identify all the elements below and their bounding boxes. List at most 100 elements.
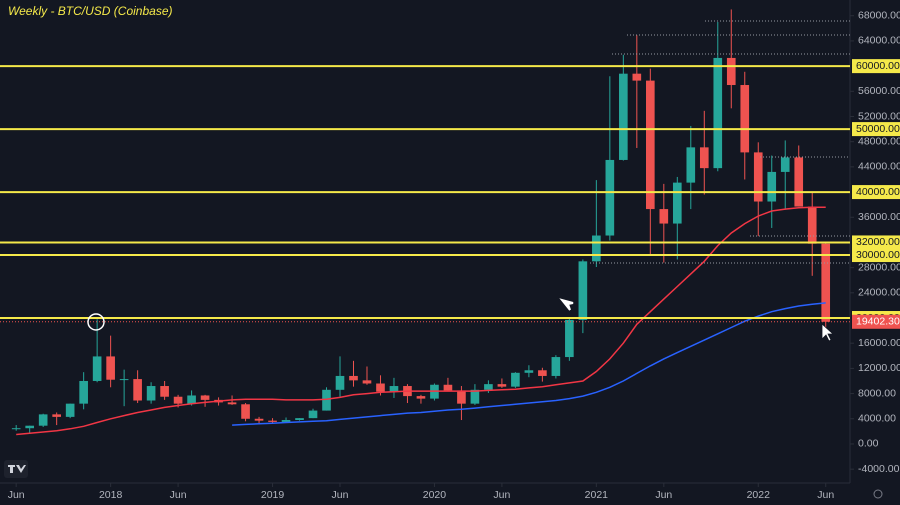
- last-price-label: 19402.30: [856, 316, 900, 328]
- level-label-box: [852, 235, 900, 250]
- x-tick-label: Jun: [332, 489, 349, 501]
- candle-body: [619, 73, 628, 160]
- candle-body: [25, 425, 34, 429]
- candle-body: [335, 375, 345, 390]
- candle-body: [92, 356, 102, 381]
- candle-body: [538, 370, 547, 376]
- y-tick-label: 48000.00: [858, 135, 900, 147]
- x-tick-label: Jun: [493, 489, 510, 501]
- candle-body: [511, 372, 520, 387]
- candle-body: [11, 428, 21, 430]
- candle-body: [362, 380, 372, 384]
- candle-body: [753, 152, 763, 202]
- candle-body: [376, 383, 385, 392]
- candle-body: [173, 396, 183, 404]
- candle-body: [821, 243, 831, 322]
- level-label: 32000.00: [856, 236, 900, 248]
- candle-body: [443, 384, 453, 391]
- candle-body: [281, 420, 291, 422]
- moving-average: [232, 302, 826, 426]
- cursor: [821, 323, 835, 342]
- x-tick-label: 2018: [99, 489, 123, 501]
- y-tick-label: 68000.00: [858, 10, 900, 22]
- candle-body: [551, 357, 561, 376]
- candle-body: [322, 389, 331, 411]
- logo: [4, 460, 28, 478]
- candle-body: [65, 403, 75, 417]
- y-tick-label: 0.00: [858, 438, 879, 450]
- level-label-box: [852, 59, 900, 74]
- candle-body: [349, 375, 358, 381]
- candle-body: [713, 57, 723, 169]
- candle-body: [160, 386, 169, 397]
- candle-body: [200, 395, 210, 400]
- level-label-box: [852, 185, 900, 200]
- last-price-box: [852, 314, 900, 329]
- level-label: 50000.00: [856, 123, 900, 135]
- logo-mark: [8, 465, 26, 473]
- x-tick-label: 2022: [747, 489, 771, 501]
- candle-body: [632, 73, 642, 81]
- candle-body: [470, 389, 480, 404]
- candle-body: [578, 261, 588, 320]
- candle-body: [79, 380, 88, 404]
- x-tick-label: 2020: [423, 489, 447, 501]
- y-tick-label: 16000.00: [858, 337, 900, 349]
- annotations: [4, 20, 883, 499]
- candle-body: [592, 235, 601, 262]
- level-label: 30000.00: [856, 249, 900, 261]
- moving-average: [16, 206, 826, 436]
- y-tick-label: 28000.00: [858, 261, 900, 273]
- candle-body: [726, 57, 736, 86]
- candle-body: [497, 384, 507, 387]
- chart-title: Weekly - BTC/USD (Coinbase): [8, 4, 172, 18]
- highlight-circle: [87, 313, 105, 331]
- candle-body: [227, 402, 237, 405]
- x-tick-label: Jun: [817, 489, 834, 501]
- candle-body: [484, 384, 493, 390]
- level-label: 60000.00: [856, 60, 900, 72]
- arrow: [559, 298, 574, 311]
- candle-body: [767, 171, 777, 202]
- settings-icon[interactable]: [873, 489, 883, 499]
- candle-body: [38, 414, 48, 426]
- candle-body: [794, 157, 804, 207]
- candle-body: [807, 206, 817, 244]
- candle-body: [416, 396, 426, 399]
- x-tick-label: Jun: [170, 489, 187, 501]
- y-tick-label: 36000.00: [858, 211, 900, 223]
- x-tick-label: 2021: [585, 489, 609, 501]
- candle-body: [254, 418, 264, 421]
- candle-body: [672, 182, 682, 224]
- y-tick-label: 64000.00: [858, 35, 900, 47]
- candle-body: [646, 80, 655, 210]
- candle-body: [565, 319, 574, 358]
- candle-body: [457, 390, 466, 404]
- candle-body: [699, 147, 709, 169]
- y-tick-label: -4000.00: [858, 463, 900, 475]
- level-label: 40000.00: [856, 186, 900, 198]
- candle-body: [241, 404, 250, 419]
- candle-body: [524, 370, 534, 373]
- y-tick-label: 12000.00: [858, 362, 900, 374]
- candle-body: [119, 379, 129, 381]
- candle-body: [295, 418, 304, 421]
- candle-body: [52, 414, 61, 417]
- y-tick-label: 52000.00: [858, 110, 900, 122]
- candle-body: [389, 386, 399, 392]
- y-tick-label: 24000.00: [858, 287, 900, 299]
- candle-body: [659, 209, 669, 224]
- candle-body: [106, 356, 115, 380]
- candle-body: [686, 147, 696, 183]
- candle-body: [605, 159, 615, 236]
- candle-body: [740, 85, 750, 153]
- level-label-box: [852, 248, 900, 263]
- x-tick-label: 2019: [261, 489, 285, 501]
- candle-body: [268, 420, 277, 422]
- y-tick-label: 8000.00: [858, 387, 896, 399]
- x-tick-label: Jun: [8, 489, 25, 501]
- candle-body: [187, 395, 196, 404]
- y-tick-label: 44000.00: [858, 161, 900, 173]
- level-label-box: [852, 122, 900, 137]
